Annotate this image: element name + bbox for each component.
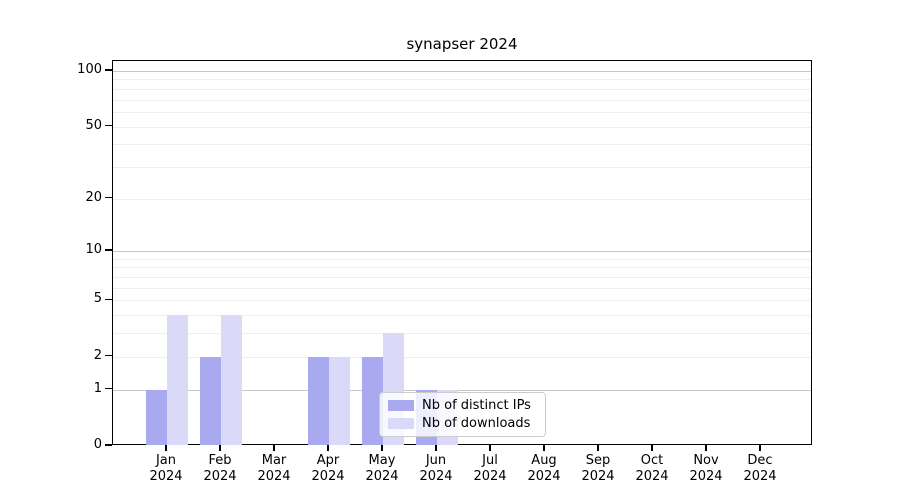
bar-distinct-ips-may (361, 356, 383, 445)
gridline-minor (113, 258, 811, 260)
gridline-minor (113, 287, 811, 289)
gridline-minor (113, 356, 811, 358)
bar-downloads-jan (167, 315, 189, 445)
y-axis-tick-label: 100 (77, 62, 102, 77)
gridline-minor (113, 88, 811, 90)
x-axis-tick (597, 445, 599, 451)
gridline-minor (113, 300, 811, 302)
y-axis-tick-label: 5 (93, 291, 102, 307)
x-axis-tick (273, 445, 275, 451)
y-axis-tick-label: 10 (85, 242, 102, 258)
legend-swatch-distinct-ips (388, 400, 414, 411)
legend: Nb of distinct IPs Nb of downloads (379, 392, 546, 437)
y-axis-tick (105, 298, 112, 301)
gridline-minor (113, 315, 811, 317)
x-axis-tick-label: Jun 2024 (419, 453, 453, 484)
x-axis-tick-label: Dec 2024 (743, 453, 777, 484)
y-axis-tick (105, 196, 112, 199)
y-axis-tick-label: 0 (93, 437, 102, 452)
x-axis-tick (435, 445, 437, 451)
x-axis-tick-label: Mar 2024 (257, 453, 291, 484)
bar-distinct-ips-apr (307, 356, 329, 445)
x-axis-tick (381, 445, 383, 451)
x-axis-tick-label: Aug 2024 (527, 453, 561, 484)
x-axis-tick-label: Oct 2024 (635, 453, 669, 484)
x-axis-tick (543, 445, 545, 451)
bar-distinct-ips-jan (145, 389, 167, 445)
x-axis-tick (759, 445, 761, 451)
y-axis-tick-label: 50 (85, 117, 102, 133)
x-axis-tick (219, 445, 221, 451)
y-axis-tick (105, 69, 112, 71)
x-axis-tick-label: May 2024 (365, 453, 399, 484)
y-axis-tick (105, 124, 112, 127)
gridline-major (113, 71, 811, 72)
bar-distinct-ips-feb (199, 356, 221, 445)
x-axis-tick-label: Jul 2024 (473, 453, 507, 484)
x-axis-tick (489, 445, 491, 451)
x-axis-tick (651, 445, 653, 451)
legend-label-downloads: Nb of downloads (422, 416, 531, 431)
y-axis-tick (105, 444, 112, 446)
gridline-minor (113, 198, 811, 200)
gridline-minor (113, 144, 811, 146)
y-axis-tick (105, 355, 112, 357)
x-axis-tick-label: Sep 2024 (581, 453, 615, 484)
x-axis-tick-label: Feb 2024 (203, 453, 237, 484)
x-axis-tick (165, 445, 167, 451)
y-axis-tick-label: 1 (93, 380, 102, 396)
legend-swatch-downloads (388, 418, 414, 429)
gridline-minor (113, 166, 811, 168)
bar-downloads-feb (221, 315, 243, 445)
gridline-minor (113, 79, 811, 81)
x-axis-tick-label: Apr 2024 (311, 453, 345, 484)
bar-downloads-apr (329, 356, 351, 445)
gridline-minor (113, 333, 811, 335)
x-axis-tick (327, 445, 329, 451)
gridline-major (113, 389, 811, 391)
legend-row-distinct-ips: Nb of distinct IPs (388, 398, 537, 413)
gridline-minor (113, 99, 811, 101)
x-axis-tick-label: Nov 2024 (689, 453, 723, 484)
legend-row-downloads: Nb of downloads (388, 416, 537, 431)
plot-area (112, 60, 812, 445)
legend-label-distinct-ips: Nb of distinct IPs (422, 398, 531, 413)
y-axis-tick-label: 2 (93, 347, 102, 363)
chart-title: synapser 2024 (406, 35, 518, 53)
x-axis-tick (705, 445, 707, 451)
gridline-major (113, 251, 811, 253)
gridline-minor (113, 277, 811, 279)
gridline-minor (113, 267, 811, 269)
gridline-minor (113, 111, 811, 113)
y-axis-tick (105, 249, 112, 251)
gridline-minor (113, 126, 811, 128)
y-axis-tick (105, 387, 112, 390)
y-axis-tick-label: 20 (85, 189, 102, 205)
x-axis-tick-label: Jan 2024 (149, 453, 183, 484)
